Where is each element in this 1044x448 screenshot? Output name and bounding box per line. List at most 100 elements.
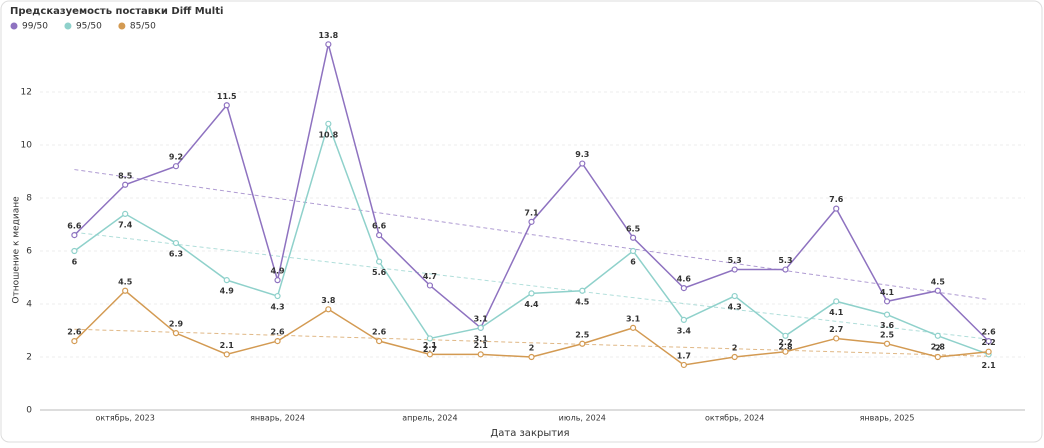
data-label: 6 [72,258,78,267]
data-label: 6.3 [169,250,183,259]
data-label: 1.7 [677,351,691,360]
point [579,340,586,347]
point [731,292,738,300]
data-label: 2.5 [880,330,895,339]
point [528,290,535,297]
point [731,266,738,273]
point [71,338,78,345]
data-label: 2.8 [931,342,946,351]
point [325,306,332,313]
point [426,335,434,342]
point [934,353,941,361]
data-label: 2.6 [372,328,387,337]
point [223,102,230,109]
point [122,181,129,188]
y-tick-label: 12 [21,88,32,98]
data-label: 6.5 [626,224,641,233]
data-label: 4.5 [118,277,133,286]
data-label: 2.1 [423,341,438,350]
data-label: 2.6 [982,328,997,337]
point [782,332,789,339]
data-label: 2.1 [220,341,235,350]
legend-marker [64,22,72,30]
point [477,351,484,358]
data-label: 4.1 [880,288,895,297]
data-label: 2.9 [169,320,184,329]
data-label: 2 [529,344,535,353]
data-label: 2.8 [778,342,793,351]
data-label: 4.7 [423,272,437,281]
point [680,361,687,369]
data-label: 13.8 [318,31,338,40]
point [376,232,383,239]
point [528,218,535,225]
point [680,316,687,323]
point [274,338,281,345]
data-label: 6 [630,258,636,267]
legend-label: 85/50 [130,22,156,32]
point [579,160,586,167]
point [376,258,383,265]
data-label: 11.5 [217,92,237,101]
point [122,287,129,294]
point [325,120,332,127]
data-label: 2.6 [270,328,285,337]
data-label: 4.9 [270,267,285,276]
y-tick-label: 4 [26,300,32,310]
x-tick-label: январь, 2025 [860,414,915,423]
data-label: 7.1 [524,208,539,217]
x-tick-label: июль, 2024 [559,414,606,423]
data-label: 5.3 [728,256,742,265]
data-label: 8.5 [118,171,133,180]
trend-line [74,328,989,357]
point [528,353,535,361]
point [883,311,891,318]
legend-label: 99/50 [22,22,48,32]
y-tick-label: 6 [26,247,32,257]
point [325,41,332,48]
data-label: 2.6 [67,328,82,337]
point [71,232,78,239]
point [833,298,840,305]
point [934,332,941,339]
data-label: 4.3 [270,303,284,312]
data-label: 3.1 [474,334,489,343]
point [71,247,78,255]
data-label: 2.2 [982,338,996,347]
point [833,205,840,212]
data-label: 4.4 [524,300,539,309]
point [172,163,180,170]
data-label: 2.2 [778,338,792,347]
data-label: 7.6 [829,195,844,204]
point [782,348,789,355]
point [934,287,941,294]
point [731,353,738,361]
point [629,234,637,241]
point [833,335,840,342]
data-label: 9.3 [575,150,589,159]
data-label: 2.5 [575,330,590,339]
y-tick-label: 2 [26,353,32,363]
data-label: 6.6 [372,222,387,231]
data-label: 7.4 [118,220,133,229]
point [477,324,484,331]
point [883,340,891,347]
point [579,287,586,294]
point [985,338,992,345]
data-label: 3.1 [474,314,489,323]
y-tick-label: 0 [26,406,32,416]
point [223,277,230,284]
data-label: 3.1 [626,314,641,323]
data-label: 9.2 [169,153,183,162]
point [985,348,992,355]
data-label: 3.8 [321,296,336,305]
data-label: 6.6 [67,222,82,231]
point [172,239,180,247]
data-label: 4.1 [829,308,844,317]
point [883,298,891,305]
point [426,351,434,358]
y-axis-label: Отношение к медиане [12,196,22,304]
data-label: 5.3 [778,256,792,265]
point [172,330,180,337]
